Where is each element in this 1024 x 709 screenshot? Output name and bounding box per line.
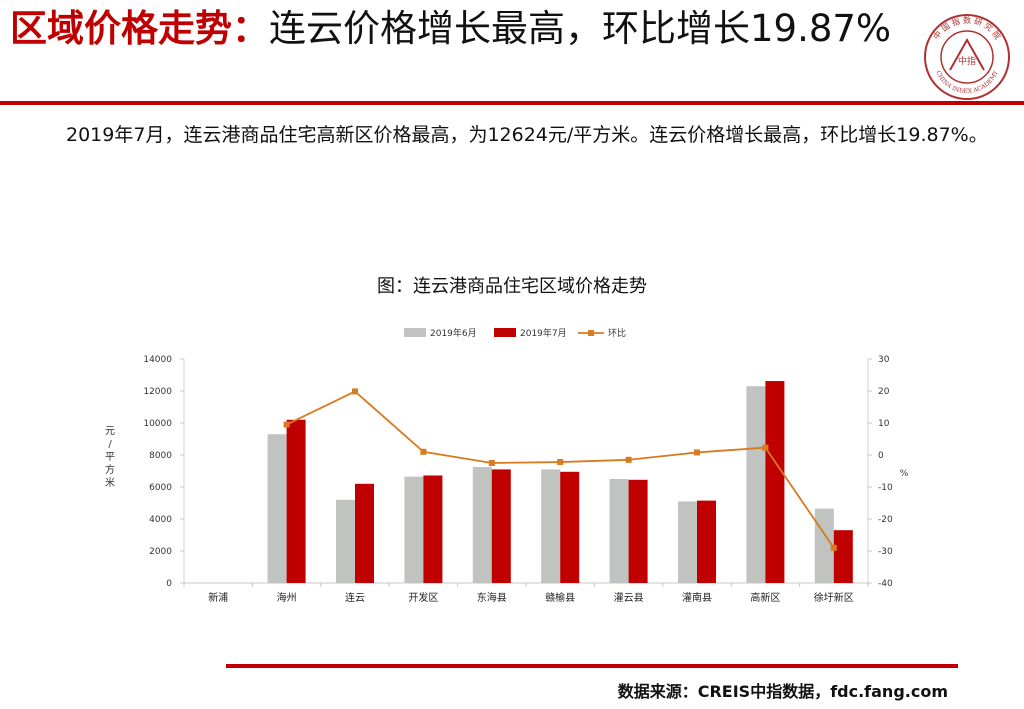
china-index-academy-logo: 中 国 指 数 研 究 院 CHINA INDEX ACADEMY 中指	[924, 14, 1010, 100]
legend-swatch	[494, 328, 516, 337]
y-axis-label-char: /	[108, 439, 112, 450]
mom-point	[488, 460, 495, 466]
mom-point	[762, 444, 769, 451]
y-axis-label-char: 元	[105, 426, 115, 437]
bar-2019-06	[678, 501, 697, 583]
y2-tick-label: 20	[878, 387, 890, 397]
x-tick-label: 海州	[277, 591, 297, 604]
footer-rule	[226, 664, 958, 668]
bar-2019-06	[336, 499, 355, 583]
x-tick-label: 东海县	[477, 591, 507, 604]
y2-axis-label: %	[900, 469, 909, 479]
y-tick-label: 6000	[149, 483, 172, 493]
chart-title: 图：连云港商品住宅区域价格走势	[377, 276, 647, 297]
legend-label: 2019年7月	[520, 327, 567, 339]
data-source: 数据来源：CREIS中指数据，fdc.fang.com	[617, 682, 948, 701]
mom-point	[694, 449, 700, 456]
y2-tick-label: -20	[878, 515, 893, 525]
y-tick-label: 2000	[149, 547, 172, 557]
y-tick-label: 8000	[149, 451, 172, 461]
mom-point	[352, 388, 358, 395]
x-tick-label: 连云	[345, 591, 365, 604]
x-tick-label: 徐圩新区	[814, 591, 854, 604]
bar-2019-07	[833, 530, 853, 583]
legend-marker	[588, 330, 594, 336]
y-tick-label: 4000	[149, 515, 172, 525]
y-axis-label-char: 平	[105, 452, 115, 463]
title-rest: 连云价格增长最高，环比增长19.87%	[269, 7, 892, 50]
y2-tick-label: -40	[878, 579, 893, 589]
bar-2019-06	[541, 469, 561, 583]
mom-point	[420, 448, 427, 455]
x-tick-label: 高新区	[750, 591, 780, 604]
y2-tick-label: -30	[878, 547, 893, 557]
bar-2019-07	[286, 419, 306, 583]
title-highlight: 区域价格走势：	[10, 7, 269, 50]
x-tick-label: 开发区	[408, 591, 438, 604]
legend-label: 环比	[608, 327, 626, 339]
mom-point	[283, 421, 290, 428]
bar-2019-06	[609, 479, 629, 583]
summary-paragraph: 2019年7月，连云港商品住宅高新区价格最高，为12624元/平方米。连云价格增…	[34, 118, 1004, 152]
bar-2019-07	[628, 479, 648, 583]
x-tick-label: 新浦	[208, 591, 228, 604]
x-tick-label: 灌南县	[682, 591, 712, 604]
bar-2019-06	[404, 476, 424, 583]
bar-2019-06	[746, 386, 766, 583]
bar-2019-07	[560, 471, 580, 583]
y2-tick-label: 10	[878, 419, 890, 429]
mom-point	[830, 544, 837, 551]
legend-swatch	[404, 328, 426, 337]
y2-tick-label: 0	[878, 451, 884, 461]
y-axis-label-char: 方	[105, 463, 115, 476]
mom-point	[625, 456, 632, 463]
bar-2019-06	[472, 467, 492, 583]
y2-tick-label: 30	[878, 355, 890, 365]
y-tick-label: 0	[166, 579, 172, 589]
bar-2019-07	[697, 500, 716, 583]
page-title: 区域价格走势：连云价格增长最高，环比增长19.87%	[10, 6, 910, 52]
legend-label: 2019年6月	[430, 327, 477, 339]
bar-2019-07	[765, 381, 785, 583]
bar-2019-06	[267, 434, 287, 583]
bar-2019-07	[491, 469, 511, 583]
y-tick-label: 14000	[143, 355, 172, 365]
bar-2019-07	[423, 475, 443, 583]
title-rule	[0, 101, 1024, 105]
x-tick-label: 赣榆县	[545, 591, 575, 604]
summary-text: 2019年7月，连云港商品住宅高新区价格最高，为12624元/平方米。连云价格增…	[66, 124, 988, 146]
y-axis-label-char: 米	[105, 476, 115, 489]
x-tick-label: 灌云县	[614, 592, 644, 604]
y-tick-label: 12000	[143, 387, 172, 397]
y2-tick-label: -10	[878, 483, 893, 493]
logo-center: 中指	[958, 55, 976, 67]
bar-2019-07	[355, 483, 374, 583]
y-tick-label: 10000	[143, 419, 172, 429]
mom-point	[557, 459, 564, 466]
